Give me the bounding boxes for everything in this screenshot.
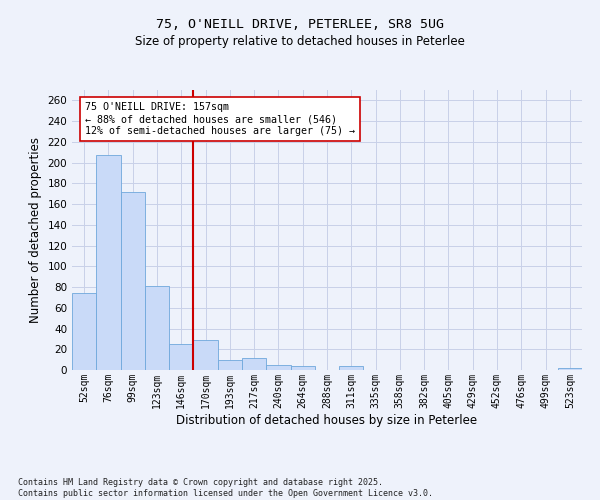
Text: Contains HM Land Registry data © Crown copyright and database right 2025.
Contai: Contains HM Land Registry data © Crown c… [18,478,433,498]
Text: 75 O'NEILL DRIVE: 157sqm
← 88% of detached houses are smaller (546)
12% of semi-: 75 O'NEILL DRIVE: 157sqm ← 88% of detach… [85,102,355,136]
Bar [145,286,169,370]
Text: Size of property relative to detached houses in Peterlee: Size of property relative to detached ho… [135,35,465,48]
Bar [218,360,242,370]
Bar [558,368,582,370]
Bar [290,366,315,370]
Bar [193,340,218,370]
Bar [266,365,290,370]
X-axis label: Distribution of detached houses by size in Peterlee: Distribution of detached houses by size … [176,414,478,426]
Y-axis label: Number of detached properties: Number of detached properties [29,137,42,323]
Bar [121,192,145,370]
Bar [339,366,364,370]
Bar [169,344,193,370]
Bar [72,294,96,370]
Bar [242,358,266,370]
Text: 75, O'NEILL DRIVE, PETERLEE, SR8 5UG: 75, O'NEILL DRIVE, PETERLEE, SR8 5UG [156,18,444,30]
Bar [96,156,121,370]
